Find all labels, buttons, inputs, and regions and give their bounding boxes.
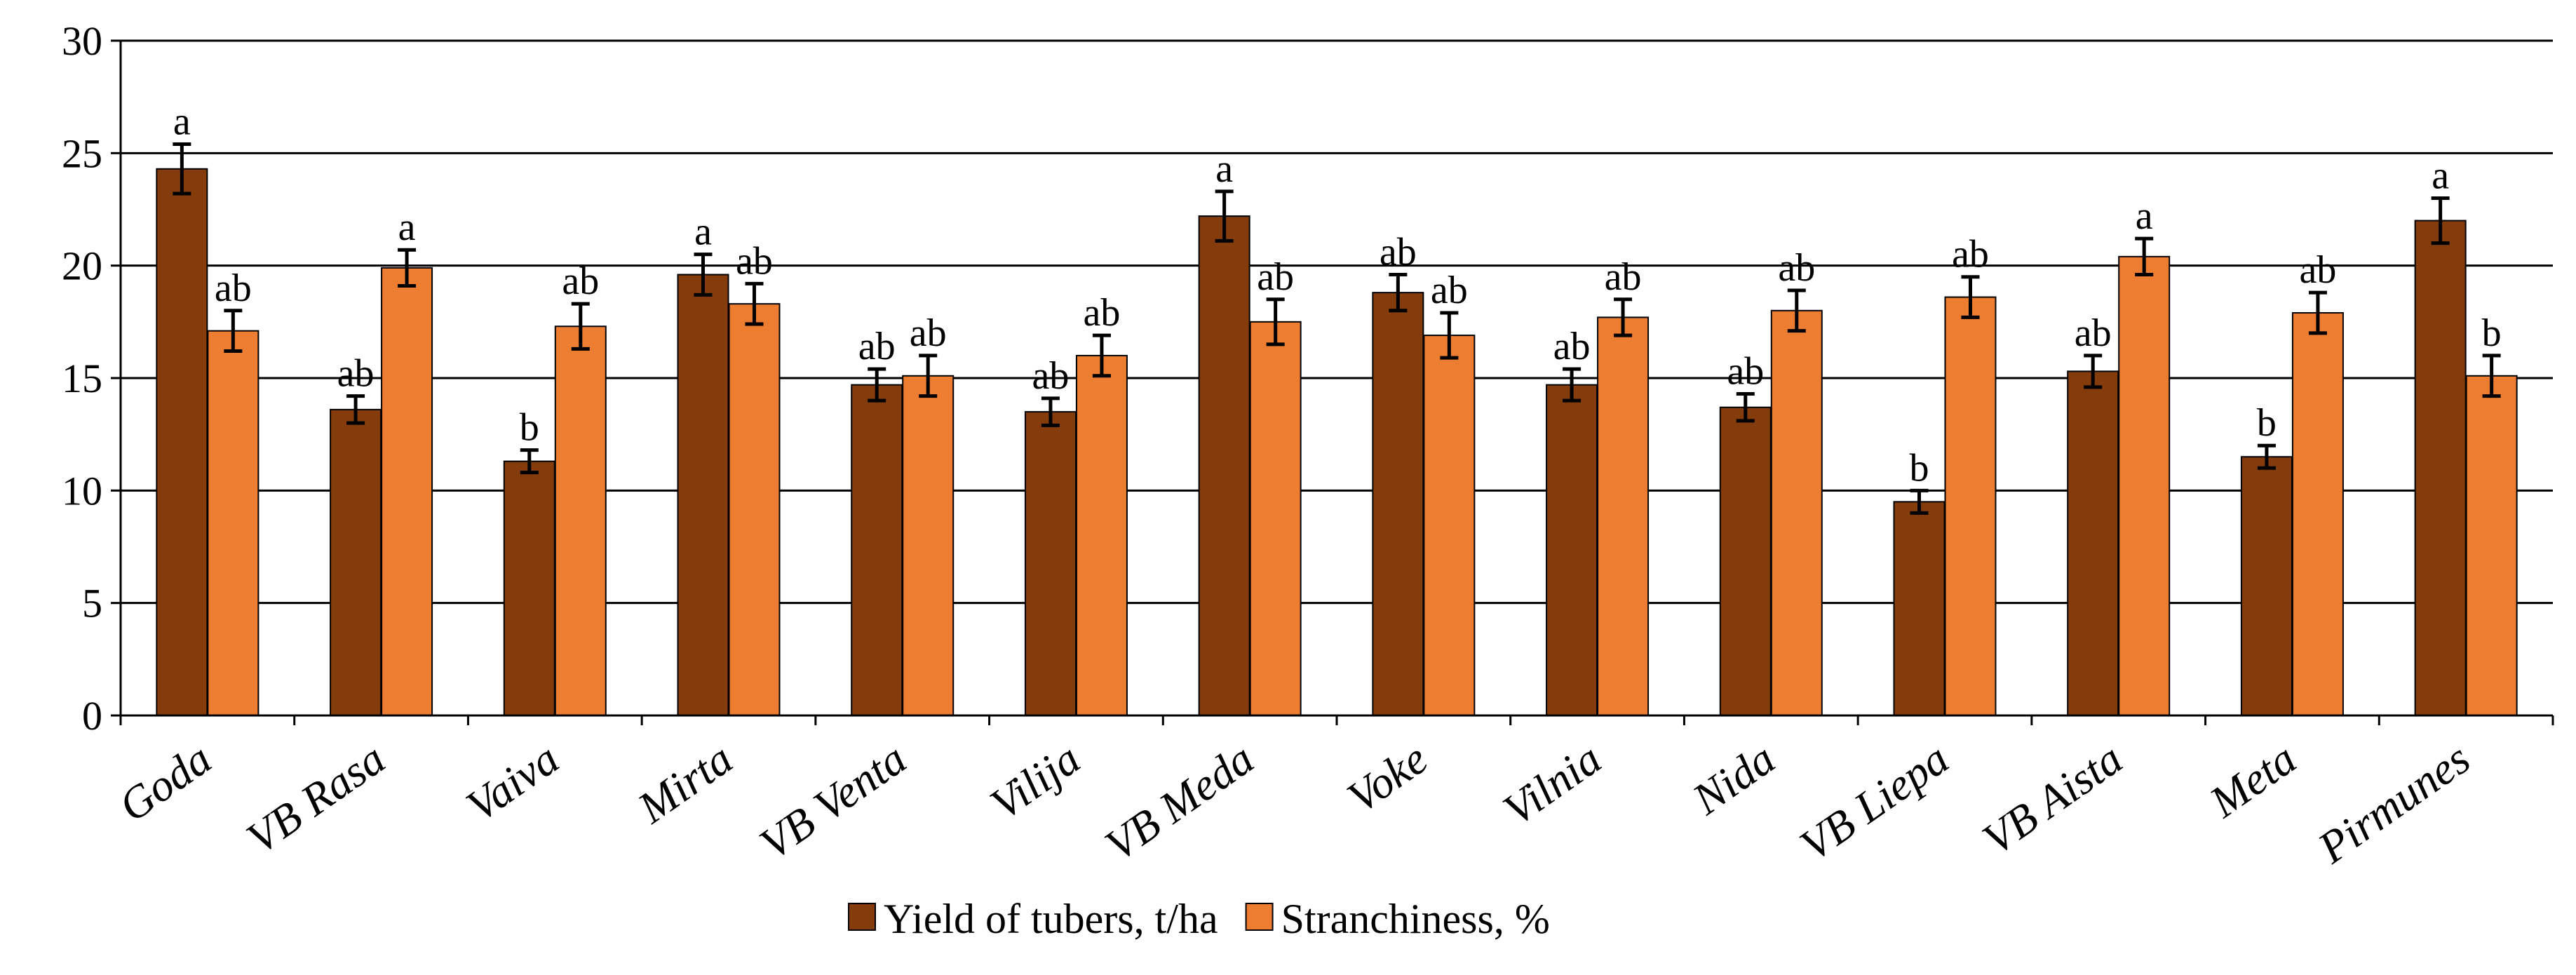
significance-label: ab — [1952, 233, 1989, 276]
significance-label: b — [1910, 446, 1929, 490]
category-label: Vilnia — [1495, 733, 1610, 835]
bar — [2414, 220, 2467, 716]
significance-label: b — [520, 406, 539, 450]
category-label: Mirta — [628, 733, 741, 833]
bar — [1770, 309, 1823, 716]
bar — [1372, 292, 1424, 716]
category-label: Vilija — [981, 733, 1088, 829]
category-label: Pirmunes — [2309, 733, 2479, 873]
y-tick-label: 20 — [62, 243, 102, 289]
bar — [2118, 255, 2171, 716]
category-label: VB Rasa — [238, 733, 394, 863]
significance-label: ab — [1605, 255, 1642, 299]
significance-label: ab — [215, 267, 252, 310]
y-tick-label: 0 — [82, 693, 102, 739]
y-tick-label: 25 — [62, 130, 102, 176]
y-tick-label: 30 — [62, 18, 102, 64]
bar — [2291, 312, 2344, 716]
bar — [1249, 321, 1302, 717]
category-labels: Goda VB Rasa Vaiva Mirta VB Venta Vilija VB Me… — [110, 733, 2479, 873]
significance-label: ab — [1553, 325, 1591, 368]
bar — [330, 408, 382, 716]
significance-label: ab — [1431, 269, 1468, 312]
legend: Yield of tubers, t/ha Stranchiness, % — [848, 896, 1550, 942]
bar — [1198, 215, 1250, 716]
category-label: Goda — [110, 733, 220, 831]
bar — [2240, 456, 2293, 716]
significance-label: a — [2432, 154, 2449, 197]
axes: 0 5 10 15 20 25 30 — [62, 18, 2554, 739]
significance-label: a — [398, 206, 416, 249]
bar — [1546, 384, 1598, 716]
bar — [503, 460, 555, 716]
bar — [207, 330, 259, 717]
significance-label: ab — [2075, 311, 2112, 355]
y-tick-label: 5 — [82, 581, 102, 626]
bar — [1597, 316, 1650, 717]
bar — [677, 274, 729, 716]
significance-label: a — [173, 100, 191, 144]
bar — [1024, 411, 1077, 716]
bar — [728, 303, 781, 716]
y-tick-label: 10 — [62, 468, 102, 513]
legend-entry: Stranchiness, % — [1281, 896, 1550, 942]
significance-label: ab — [1778, 246, 1815, 290]
significance-label: b — [2482, 311, 2502, 355]
legend-entry: Yield of tubers, t/ha — [884, 896, 1218, 942]
category-label: Voke — [1338, 733, 1436, 822]
category-label: VB Meda — [1096, 733, 1262, 870]
significance-label: ab — [337, 352, 375, 396]
gridlines — [121, 39, 2553, 605]
significance-label: a — [1215, 147, 1233, 191]
category-label: Vaiva — [457, 733, 567, 831]
bar — [1893, 501, 1946, 716]
bar — [851, 384, 903, 716]
bar — [1423, 335, 1476, 717]
bar — [1944, 296, 1997, 716]
bar — [2465, 375, 2518, 716]
significance-label: ab — [910, 311, 947, 355]
legend-swatch — [848, 903, 876, 931]
significance-label: b — [2257, 401, 2277, 445]
significance-label: a — [694, 210, 712, 254]
bar — [156, 168, 208, 716]
category-label: VB Aista — [1974, 733, 2131, 864]
significance-label: ab — [1727, 349, 1764, 393]
significance-label: ab — [1380, 230, 1417, 274]
bar — [902, 375, 955, 716]
bar — [1075, 354, 1128, 716]
significance-label: ab — [736, 239, 773, 283]
y-tick-label: 15 — [62, 356, 102, 401]
category-label: VB Venta — [750, 733, 915, 869]
significance-label: ab — [2299, 248, 2336, 292]
significance-label: ab — [858, 325, 896, 368]
significance-label: a — [2136, 194, 2153, 238]
bars — [156, 168, 2518, 717]
error-bars — [173, 142, 2501, 515]
category-label: Meta — [2200, 733, 2305, 827]
bar — [381, 267, 433, 716]
category-label: VB Liepa — [1791, 733, 1957, 870]
bar — [554, 325, 607, 717]
category-label: Nida — [1683, 733, 1784, 824]
bar — [1719, 406, 1772, 716]
significance-label: ab — [1032, 354, 1069, 398]
legend-swatch — [1245, 903, 1274, 931]
significance-label: ab — [1257, 255, 1294, 299]
significance-label: ab — [1083, 291, 1120, 335]
significance-label: ab — [562, 260, 599, 303]
bar — [2067, 370, 2119, 716]
